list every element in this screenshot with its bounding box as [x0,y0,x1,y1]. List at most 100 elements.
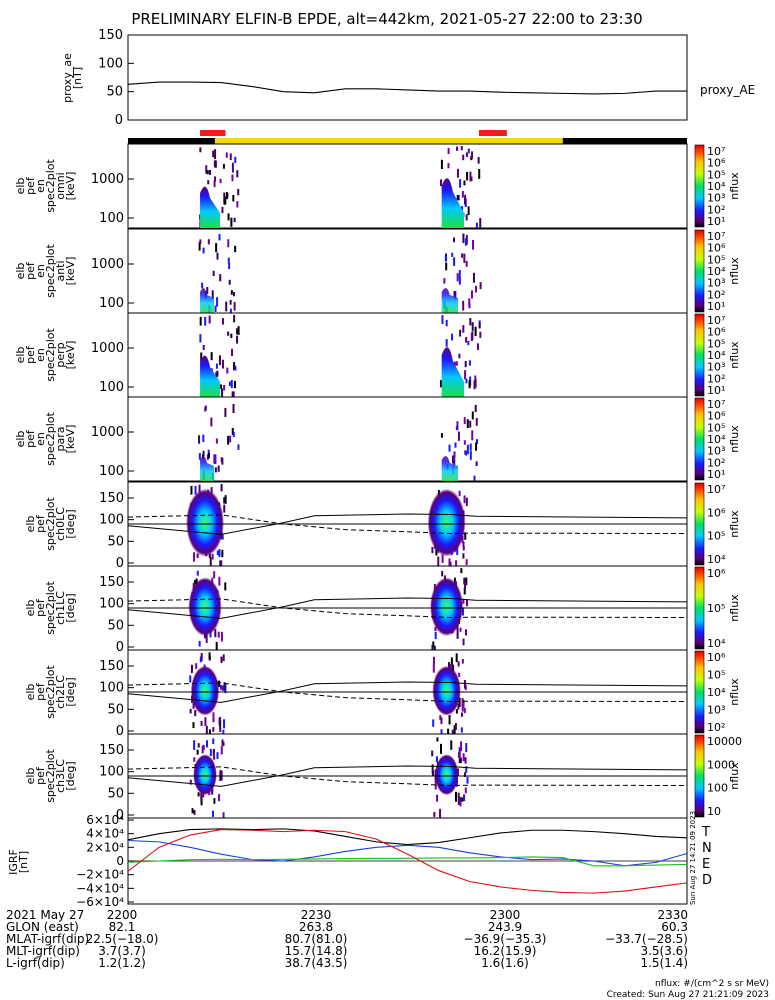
spectrogram-pixel [452,455,455,464]
energy-flux-region [200,355,220,397]
pitch-angle-flux-region [434,754,459,796]
spectrogram-pixel [453,237,456,243]
colorbar-tick-label: 10⁵ [707,253,725,266]
spectrogram-pixel [236,335,239,344]
spectrogram-pixel [479,282,482,290]
spectrogram-pixel [206,287,209,295]
axis-label-line: spec2plot [44,581,57,635]
spectrogram-pixel [199,316,202,326]
spectrogram-pixel [451,252,454,257]
energy-panel: 1000100elbpefenspec2plotpara[keV]10⁷10⁶1… [14,396,741,483]
spectrogram-pixel [231,162,234,173]
spectrogram-pixel [215,438,218,444]
axis-label-line: [keV] [64,257,77,286]
axis-label-line: spec2plot [44,412,57,466]
spectrogram-pixel [218,234,221,241]
spectrogram-pixel [473,380,476,390]
spectrogram-pixel [223,192,226,202]
spectrogram-pixel [215,372,218,378]
spectrogram-pixel [433,811,436,817]
spectrogram-pixel [469,420,472,428]
spectrogram-pixel [453,458,456,466]
spectrogram-pixel [232,194,235,202]
pitch-angle-flux-region [430,577,464,637]
spectrogram-pixel [457,704,460,710]
spectrogram-pixel [477,156,480,164]
y-tick-label: 150 [99,491,124,506]
colorbar-tick-label: 10⁴ [707,433,726,446]
colorbar-tick-label: 10⁷ [707,398,725,411]
colorbar-tick-label: 10⁶ [707,506,726,519]
spectrogram-pixel [468,380,471,389]
spectrogram-pixel [223,719,226,729]
spectrogram-pixel [209,557,212,567]
spectrogram-pixel [233,217,236,223]
spectrogram-pixel [191,808,194,814]
loss-cone-line [127,597,688,619]
footer-row-label: MLT-igrf(dip) [6,944,80,958]
igrf-series-line [127,856,688,867]
spectrogram-pixel [479,218,482,228]
y-tick-label: 4×10⁴ [86,827,124,841]
pitch-angle-flux-region [188,577,222,637]
spectrogram-pixel [231,391,234,397]
colorbar-gradient [694,482,705,566]
spectrogram-pixel [189,675,192,683]
spectrogram-pixel [207,180,210,185]
spectrogram-pixel [440,729,443,734]
spectrogram-pixel [197,792,200,797]
spectrogram-pixel [460,727,463,733]
spectrogram-pixel [193,810,196,815]
spectrogram-pixel [208,652,211,660]
axis-label-line: en [34,432,47,446]
y-tick-label: 1000 [91,257,124,272]
spectrogram-pixel [237,326,240,335]
energy-panel: 1000100elbpefenspec2plotanti[keV]10⁷10⁶1… [14,228,741,315]
spectrogram-pixel [466,419,469,428]
pitch-angle-colorbar: 10000 1000 100 10 nflux [694,734,742,818]
spectrogram-pixel [199,239,202,245]
spectrogram-pixel [204,316,207,326]
spectrogram-pixel [461,797,464,802]
spectrogram-pixel [221,359,224,369]
spectrogram-pixel [189,779,192,785]
spectrogram-pixel [475,442,478,451]
axis-label-line: ch1LC [54,591,67,625]
spectrogram-pixel [462,325,465,333]
colorbar-tick-label: 10⁵ [707,168,725,181]
spectrogram-pixel [457,792,460,798]
spectrogram-pixel [454,723,457,730]
spectrogram-pixel [214,454,217,465]
spectrogram-pixel [448,558,451,567]
spectrogram-pixel [475,461,478,467]
footer-value: 60.3 [661,920,688,934]
spectrogram-pixel [212,738,215,745]
igrf-ylabel: IGRF[nT] [7,849,30,875]
spectrogram-pixel [196,553,199,559]
colorbar-tick-label: 10¹ [707,384,725,397]
axis-label-line: para [54,427,67,452]
spectrogram-pixel [440,717,443,725]
spectrogram-pixel [467,206,470,216]
spectrogram-pixel [228,381,231,387]
spectrogram-pixel [469,450,472,460]
spectrogram-pixel [199,334,202,343]
axis-label-line: spec2plot [44,328,57,382]
colorbar-tick-label: 10¹ [707,300,725,313]
y-tick-label: 1000 [91,172,124,187]
spectrogram-pixel [468,360,471,366]
spectrogram-pixel [458,758,461,764]
spectrogram-pixel [194,485,197,495]
spectrogram-pixel [237,444,240,450]
spectrogram-pixel [455,653,458,663]
spectrogram-pixel [467,340,470,346]
axis-label-line: ch2LC [54,675,67,709]
colorbar-tick-label: 10⁶ [707,567,726,580]
spectrogram-pixel [448,444,451,452]
colorbar-title: nflux [728,425,741,453]
spectrogram-pixel [474,375,477,382]
footer-value: 16.2(15.9) [474,944,537,958]
